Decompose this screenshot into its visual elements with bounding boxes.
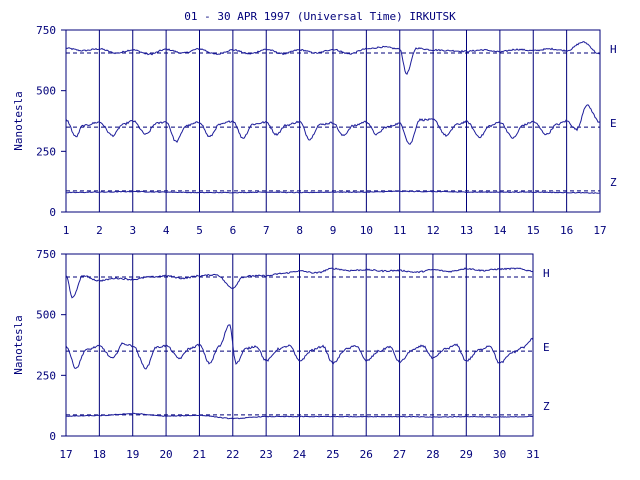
x-tick-label: 11 [393, 224, 406, 237]
series-label-z: Z [610, 176, 617, 189]
y-tick-label: 250 [36, 145, 56, 158]
y-tick-label: 500 [36, 85, 56, 98]
series-line-h [65, 41, 601, 75]
y-tick-label: 250 [36, 369, 56, 382]
series-line-e [65, 324, 534, 370]
y-axis-label: Nanotesla [12, 91, 25, 151]
x-tick-label: 8 [296, 224, 303, 237]
x-tick-label: 4 [163, 224, 170, 237]
panel-top: 1 2 3 4 5 6 7 8 9 10 11 12 13 14 15 16 170250500750Nanot… [12, 24, 617, 237]
x-tick-label: 29 [460, 448, 473, 461]
x-tick-label: 12 [427, 224, 440, 237]
series-label-e: E [610, 117, 617, 130]
x-tick-label: 30 [493, 448, 506, 461]
x-tick-label: 27 [393, 448, 406, 461]
x-tick-label: 15 [527, 224, 540, 237]
series-line-h [65, 267, 534, 299]
y-tick-label: 750 [36, 24, 56, 37]
x-tick-label: 22 [226, 448, 239, 461]
x-tick-label: 23 [260, 448, 273, 461]
x-tick-label: 6 [230, 224, 237, 237]
series-label-h: H [610, 43, 617, 56]
x-tick-label: 2 [96, 224, 103, 237]
x-tick-label: 5 [196, 224, 203, 237]
series-label-e: E [543, 341, 550, 354]
y-axis-label: Nanotesla [12, 315, 25, 375]
x-tick-label: 25 [326, 448, 339, 461]
x-tick-label: 17 [593, 224, 606, 237]
y-tick-label: 0 [49, 206, 56, 219]
x-tick-label: 7 [263, 224, 270, 237]
chart-title: 01 - 30 APR 1997 (Universal Time) IRKUTS… [184, 10, 456, 23]
x-tick-label: 14 [493, 224, 507, 237]
series-label-h: H [543, 267, 550, 280]
x-tick-label: 18 [93, 448, 106, 461]
x-tick-label: 10 [360, 224, 373, 237]
x-tick-label: 13 [460, 224, 473, 237]
series-line-z [66, 412, 534, 420]
x-tick-label: 3 [129, 224, 136, 237]
x-tick-label: 26 [360, 448, 373, 461]
x-tick-label: 21 [193, 448, 206, 461]
x-tick-label: 17 [59, 448, 72, 461]
series-label-z: Z [543, 400, 550, 413]
series-line-e [65, 104, 601, 145]
y-tick-label: 0 [49, 430, 56, 443]
x-tick-label: 1 [63, 224, 70, 237]
x-tick-label: 9 [330, 224, 337, 237]
x-tick-label: 19 [126, 448, 139, 461]
x-tick-label: 31 [526, 448, 539, 461]
y-tick-label: 500 [36, 309, 56, 322]
series-line-z [66, 190, 601, 194]
panel-bottom: 17 18 19 20 21 22 23 24 25 26 27 28 29 30 31 0 250 500 750… [12, 248, 550, 461]
x-tick-label: 28 [426, 448, 439, 461]
x-tick-label: 24 [293, 448, 307, 461]
x-tick-label: 16 [560, 224, 573, 237]
x-tick-label: 20 [159, 448, 172, 461]
y-tick-label: 750 [36, 248, 56, 261]
